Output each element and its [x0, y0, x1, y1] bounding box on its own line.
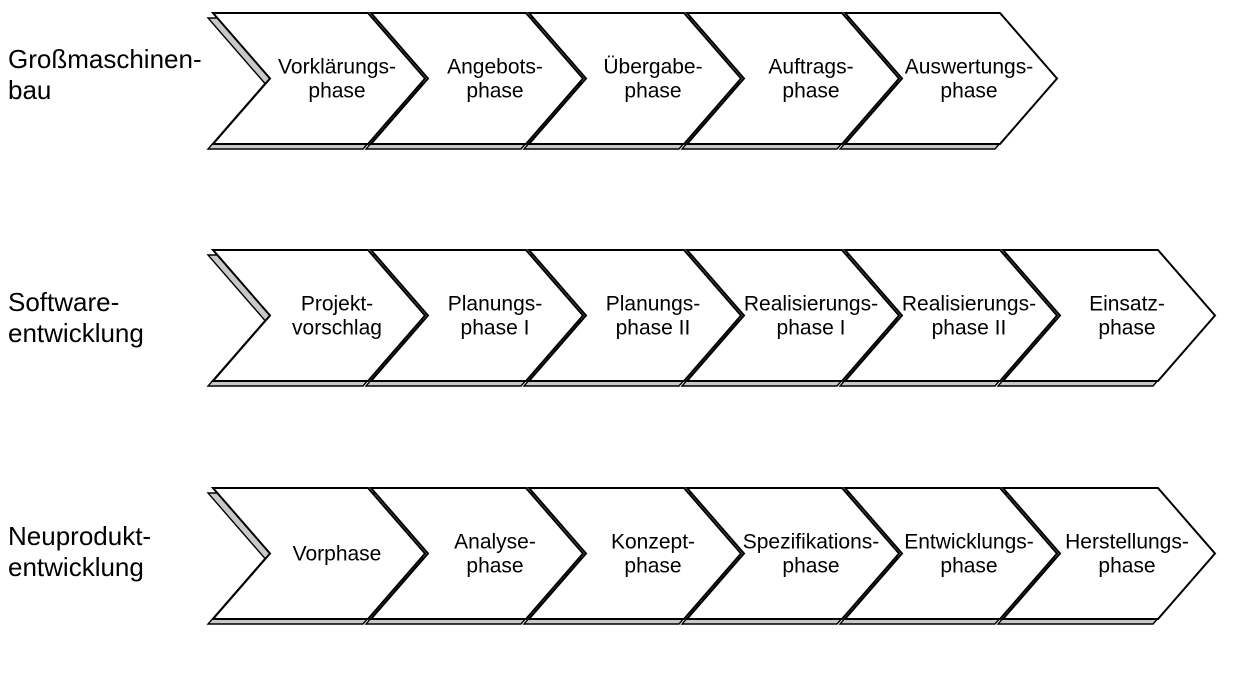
phase-chevron: Übergabe-phase: [526, 12, 743, 145]
phase-label: Vorklärungs-: [278, 56, 396, 79]
chevron-shape: [526, 12, 743, 145]
chevron-shape: [684, 249, 901, 382]
phase-label: Projekt-: [301, 293, 373, 316]
phase-label: phase: [1098, 555, 1155, 578]
chevron-shape: [210, 487, 427, 620]
row-label-neuproduktentwicklung: Neuprodukt- entwicklung: [8, 521, 152, 582]
chevron-shape: [684, 12, 901, 145]
chevron-shape: [210, 249, 427, 382]
phase-chevron: Analyse-phase: [368, 487, 585, 620]
phase-chevron: Vorklärungs-phase: [210, 12, 427, 145]
phase-row-0: Vorklärungs-phaseAngebots-phaseÜbergabe-…: [206, 12, 1059, 150]
phase-chevron: Auftrags-phase: [684, 12, 901, 145]
phase-label: Spezifikations-: [743, 531, 880, 554]
phase-label: phase: [466, 80, 523, 103]
phase-label: Einsatz-: [1089, 293, 1165, 316]
phase-chevron: Auswertungs-phase: [842, 12, 1059, 145]
phase-label: phase: [782, 555, 839, 578]
phase-chevron: Vorphase: [210, 487, 427, 620]
chevron-shape: [526, 249, 743, 382]
phase-label: Übergabe-: [603, 56, 702, 79]
chevron-shape: [842, 12, 1059, 145]
phase-label: phase: [940, 80, 997, 103]
phase-label: Herstellungs-: [1065, 531, 1189, 554]
phase-label: Planungs-: [606, 293, 701, 316]
phase-label: phase: [466, 555, 523, 578]
phase-chevron: Realisierungs-phase I: [684, 249, 901, 382]
phase-row-2: VorphaseAnalyse-phaseKonzept-phaseSpezif…: [206, 487, 1217, 625]
chevron-shape: [210, 12, 427, 145]
chevron-shape: [842, 249, 1059, 382]
phase-label: phase II: [616, 317, 691, 340]
phase-chevron: Angebots-phase: [368, 12, 585, 145]
phase-chevron: Einsatz-phase: [1000, 249, 1217, 382]
phase-chevron: Projekt-vorschlag: [210, 249, 427, 382]
phase-label: Realisierungs-: [744, 293, 878, 316]
phase-chevron: Spezifikations-phase: [684, 487, 901, 620]
row-label-softwareentwicklung: Software- entwicklung: [8, 287, 144, 348]
phase-label: Angebots-: [447, 56, 543, 79]
phase-label: Entwicklungs-: [904, 531, 1034, 554]
phase-label: phase: [940, 555, 997, 578]
phase-label: Realisierungs-: [902, 293, 1036, 316]
phase-label: Auswertungs-: [905, 56, 1033, 79]
phase-label: Planungs-: [448, 293, 543, 316]
phase-label: phase: [624, 555, 681, 578]
phase-label: phase I: [777, 317, 846, 340]
chevron-shape: [842, 487, 1059, 620]
chevron-shape: [368, 249, 585, 382]
phase-chevron: Herstellungs-phase: [1000, 487, 1217, 620]
phase-label: phase: [782, 80, 839, 103]
phase-chevron: Planungs-phase I: [368, 249, 585, 382]
phase-label: Analyse-: [454, 531, 536, 554]
phase-chevron: Konzept-phase: [526, 487, 743, 620]
chevron-shape: [368, 487, 585, 620]
phase-label: Vorphase: [293, 543, 382, 566]
chevron-shape: [368, 12, 585, 145]
phase-chevron: Entwicklungs-phase: [842, 487, 1059, 620]
phase-label: phase II: [932, 317, 1007, 340]
chevron-shape: [526, 487, 743, 620]
phase-label: vorschlag: [292, 317, 382, 340]
phase-label: Konzept-: [611, 531, 695, 554]
phase-chevron: Realisierungs-phase II: [842, 249, 1059, 382]
phase-label: phase: [1098, 317, 1155, 340]
phase-chevron: Planungs-phase II: [526, 249, 743, 382]
chevron-shape: [684, 487, 901, 620]
phase-label: phase: [624, 80, 681, 103]
phase-label: phase I: [461, 317, 530, 340]
phase-label: phase: [308, 80, 365, 103]
row-label-grossmaschinenbau: Großmaschinen- bau: [8, 44, 202, 105]
phase-label: Auftrags-: [768, 56, 853, 79]
chevron-shape: [1000, 487, 1217, 620]
chevron-shape: [1000, 249, 1217, 382]
